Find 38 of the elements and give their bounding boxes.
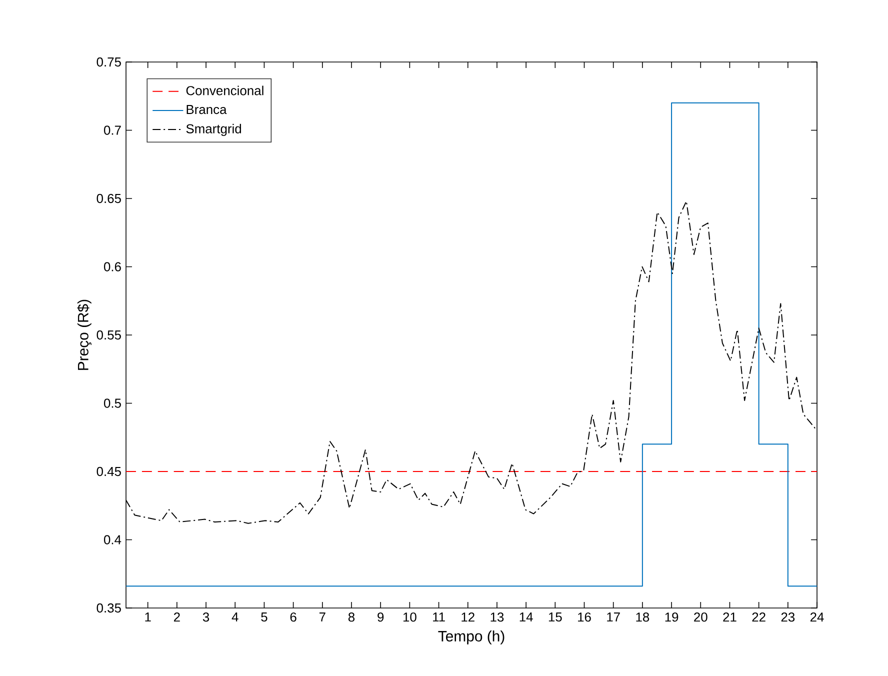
x-tick-label: 24 bbox=[810, 612, 824, 622]
x-tick-label: 11 bbox=[433, 612, 445, 622]
x-tick-label: 15 bbox=[548, 612, 562, 622]
x-tick-label: 4 bbox=[232, 612, 238, 622]
y-tick-label: 0.45 bbox=[96, 466, 121, 476]
x-tick-label: 19 bbox=[665, 612, 678, 622]
y-tick-label: 0.6 bbox=[104, 262, 121, 272]
y-tick-label: 0.75 bbox=[96, 57, 121, 67]
x-tick-label: 1 bbox=[145, 612, 151, 622]
legend-label: Convencional bbox=[186, 86, 264, 96]
x-tick-label: 21 bbox=[723, 612, 736, 622]
y-tick-label: 0.7 bbox=[104, 126, 121, 135]
x-tick-label: 13 bbox=[490, 612, 504, 622]
x-tick-label: 14 bbox=[520, 612, 533, 622]
x-tick-label: 5 bbox=[261, 612, 268, 622]
x-tick-label: 2 bbox=[174, 612, 180, 622]
x-tick-label: 8 bbox=[348, 612, 355, 622]
x-tick-label: 6 bbox=[290, 612, 296, 622]
x-tick-label: 3 bbox=[202, 612, 210, 622]
y-tick-label: 0.5 bbox=[104, 398, 121, 408]
x-tick-label: 16 bbox=[578, 612, 591, 622]
y-tick-label: 0.55 bbox=[96, 330, 121, 340]
x-axis-title: Tempo (h) bbox=[438, 630, 504, 644]
x-tick-label: 18 bbox=[636, 612, 650, 622]
x-tick-label: 22 bbox=[752, 612, 766, 622]
y-tick-label: 0.4 bbox=[104, 535, 122, 544]
x-tick-label: 9 bbox=[378, 612, 384, 622]
y-axis-title: Preço (R$) bbox=[77, 300, 92, 370]
y-tick-label: 0.65 bbox=[96, 194, 121, 204]
legend-label: Smartgrid bbox=[186, 124, 242, 136]
x-tick-label: 20 bbox=[694, 612, 708, 622]
x-tick-label: 17 bbox=[607, 612, 620, 622]
legend-label: Branca bbox=[186, 105, 227, 114]
x-tick-label: 23 bbox=[781, 612, 795, 622]
x-tick-label: 12 bbox=[462, 612, 474, 622]
x-tick-label: 10 bbox=[403, 612, 416, 622]
x-tick-label: 7 bbox=[319, 612, 326, 622]
y-tick-label: 0.35 bbox=[96, 603, 121, 613]
